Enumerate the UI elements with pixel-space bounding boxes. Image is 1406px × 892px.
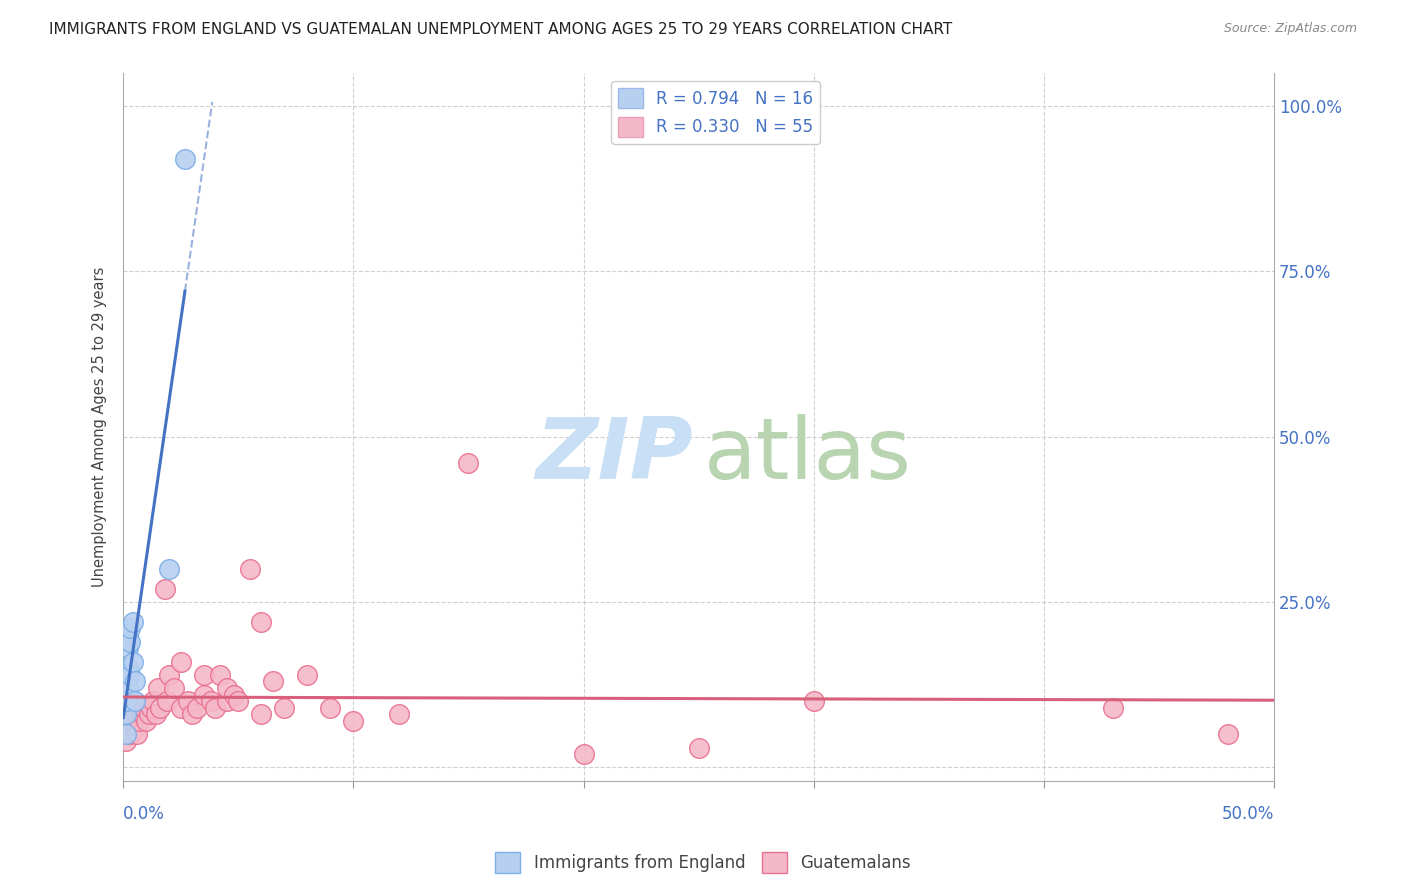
Point [127,707,149,722]
Point [114,694,136,708]
Point [117,681,139,695]
Point [142,694,165,708]
Legend: R = 0.794   N = 16, R = 0.330   N = 55: R = 0.794 N = 16, R = 0.330 N = 55 [612,81,820,144]
Text: Source: ZipAtlas.com: Source: ZipAtlas.com [1223,22,1357,36]
Point [117,661,139,675]
Point [128,714,150,728]
Point [157,562,180,576]
Point [121,694,143,708]
Point [117,721,139,735]
Point [163,681,186,695]
Point [215,681,238,695]
Point [124,674,146,689]
Point [114,734,136,748]
Point [688,740,710,755]
Point [215,694,238,708]
Point [319,701,342,715]
Point [117,641,139,656]
Point [120,622,142,636]
Point [120,707,142,722]
Point [297,667,319,681]
Point [124,721,146,735]
Point [120,667,142,681]
Point [273,701,295,715]
Point [204,701,226,715]
Point [120,634,142,648]
Point [222,688,245,702]
Point [193,688,215,702]
Point [572,747,595,761]
Point [139,701,162,715]
Text: 50.0%: 50.0% [1222,805,1274,823]
Point [132,701,155,715]
Point [208,667,231,681]
Point [121,655,143,669]
Point [186,701,208,715]
Point [200,694,222,708]
Point [170,701,193,715]
Point [114,714,136,728]
Point [228,694,250,708]
Point [457,456,479,470]
Point [1216,727,1239,741]
Point [121,615,143,629]
Point [181,707,204,722]
Point [120,727,142,741]
Point [124,701,146,715]
Y-axis label: Unemployment Among Ages 25 to 29 years: Unemployment Among Ages 25 to 29 years [93,267,107,587]
Point [146,681,169,695]
Point [117,628,139,642]
Point [170,655,193,669]
Point [174,152,197,166]
Point [239,562,262,576]
Point [149,701,172,715]
Point [388,707,411,722]
Point [342,714,364,728]
Point [124,694,146,708]
Text: ZIP: ZIP [536,414,693,497]
Text: IMMIGRANTS FROM ENGLAND VS GUATEMALAN UNEMPLOYMENT AMONG AGES 25 TO 29 YEARS COR: IMMIGRANTS FROM ENGLAND VS GUATEMALAN UN… [49,22,952,37]
Point [193,667,215,681]
Point [145,707,167,722]
Point [127,727,149,741]
Point [121,714,143,728]
Legend: Immigrants from England, Guatemalans: Immigrants from England, Guatemalans [488,846,918,880]
Point [1101,701,1123,715]
Point [153,582,176,596]
Point [114,727,136,741]
Point [262,674,284,689]
Point [157,667,180,681]
Point [138,707,160,722]
Point [117,701,139,715]
Point [131,707,153,722]
Point [177,694,200,708]
Text: 0.0%: 0.0% [124,805,165,823]
Point [250,615,273,629]
Text: atlas: atlas [704,414,912,497]
Point [114,707,136,722]
Point [250,707,273,722]
Point [156,694,179,708]
Point [135,714,157,728]
Point [803,694,825,708]
